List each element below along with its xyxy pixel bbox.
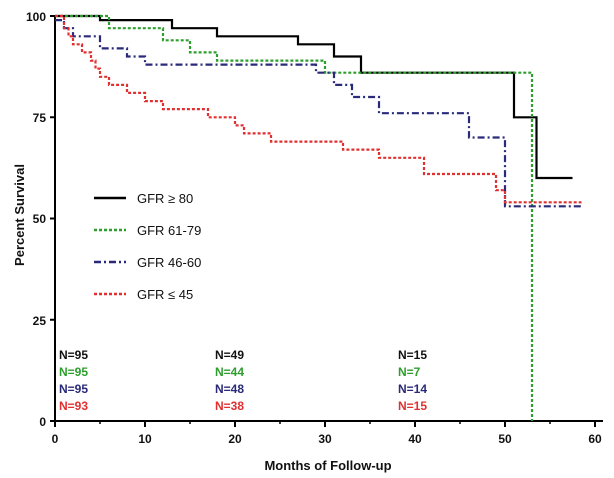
at-risk-count: N=49 (215, 348, 244, 362)
at-risk-count: N=95 (59, 348, 88, 362)
y-tick-label: 75 (33, 111, 47, 125)
curve-gfr-61-79 (55, 14, 534, 421)
x-tick-label: 0 (52, 432, 59, 446)
y-ticks: 0 25 50 75 100 (26, 10, 46, 429)
at-risk-count: N=93 (59, 399, 88, 413)
curve-gfr-80 (55, 14, 573, 180)
at-risk-count: N=48 (215, 382, 244, 396)
y-tick-label: 50 (33, 212, 47, 226)
x-tick-label: 10 (138, 432, 152, 446)
x-tick-label: 30 (318, 432, 332, 446)
x-ticks: 0 10 20 30 40 50 60 (52, 432, 602, 446)
at-risk-count: N=38 (215, 399, 244, 413)
x-axis-title: Months of Follow-up (264, 458, 391, 473)
at-risk-count: N=95 (59, 382, 88, 396)
y-tick-label: 0 (39, 415, 46, 429)
x-tick-label: 20 (228, 432, 242, 446)
at-risk-table: N=95 N=49 N=15 N=95 N=44 N=7 N=95 N=48 N… (59, 348, 427, 413)
legend-label-gfr-46-60: GFR 46-60 (137, 255, 201, 270)
y-axis-title: Percent Survival (12, 164, 27, 266)
x-tick-label: 40 (408, 432, 422, 446)
at-risk-count: N=15 (398, 348, 427, 362)
legend-label-gfr-80: GFR ≥ 80 (137, 191, 193, 206)
x-tick-label: 60 (588, 432, 602, 446)
at-risk-count: N=95 (59, 365, 88, 379)
at-risk-count: N=14 (398, 382, 427, 396)
y-tick-label: 25 (33, 314, 47, 328)
plot-area (50, 14, 603, 427)
curve-gfr-46-60 (55, 19, 582, 208)
at-risk-count: N=7 (398, 365, 421, 379)
legend: GFR ≥ 80 GFR 61-79 GFR 46-60 GFR ≤ 45 (94, 191, 201, 302)
at-risk-count: N=44 (215, 365, 244, 379)
at-risk-count: N=15 (398, 399, 427, 413)
x-tick-label: 50 (498, 432, 512, 446)
legend-label-gfr-45: GFR ≤ 45 (137, 287, 193, 302)
y-tick-label: 100 (26, 10, 46, 24)
legend-label-gfr-61-79: GFR 61-79 (137, 223, 201, 238)
